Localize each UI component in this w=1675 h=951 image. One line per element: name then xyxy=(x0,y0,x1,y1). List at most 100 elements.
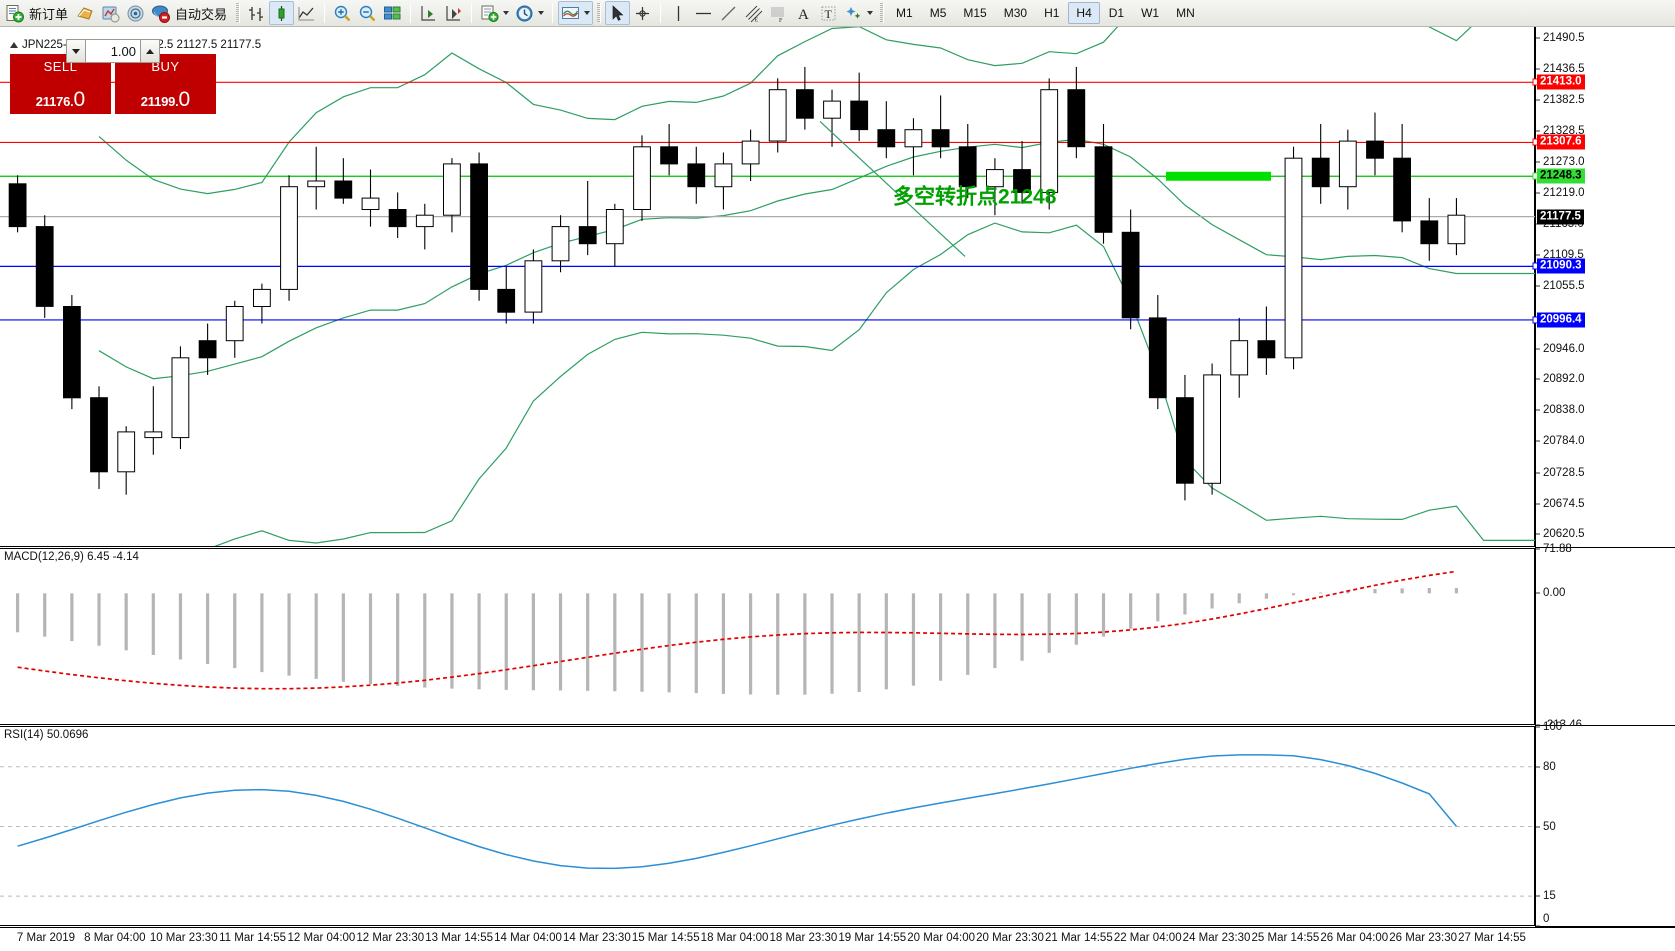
candle[interactable] xyxy=(1067,66,1086,159)
auto-scroll-button[interactable] xyxy=(441,1,466,25)
indicators-button[interactable] xyxy=(558,1,594,25)
candle[interactable] xyxy=(1447,198,1466,256)
vertical-line-button[interactable] xyxy=(666,1,691,25)
price-tag-support[interactable]: 21090.3 xyxy=(1537,258,1585,274)
timeframe-w1-button[interactable]: W1 xyxy=(1141,6,1160,20)
candle[interactable] xyxy=(931,95,950,159)
candle[interactable] xyxy=(1284,146,1303,370)
candle[interactable] xyxy=(280,175,298,301)
candle[interactable] xyxy=(144,386,163,455)
timeframe-h1-button[interactable]: H1 xyxy=(1044,6,1060,20)
candle[interactable] xyxy=(958,123,977,199)
candle[interactable] xyxy=(1257,306,1276,375)
candle[interactable] xyxy=(1230,317,1249,398)
candle[interactable] xyxy=(578,180,597,256)
new-order-button[interactable]: 新订单 xyxy=(2,1,73,25)
macd-pane[interactable]: MACD(12,26,9) 6.45 -4.14 xyxy=(0,548,1535,725)
pivot-highlight-bar[interactable] xyxy=(1166,171,1271,181)
candle[interactable] xyxy=(605,203,624,267)
timeframe-h4-button[interactable]: H4 xyxy=(1068,2,1100,24)
rsi-pane[interactable]: RSI(14) 50.0696 xyxy=(0,726,1535,926)
candle[interactable] xyxy=(307,146,326,210)
price-tag-support[interactable]: 20996.4 xyxy=(1537,312,1585,328)
unknown-chart-button[interactable] xyxy=(73,1,98,25)
text-button[interactable]: T xyxy=(816,1,841,25)
price-tag-resistance[interactable]: 21307.6 xyxy=(1537,134,1585,150)
zoom-in-button[interactable] xyxy=(330,1,355,25)
one-click-trading-panel[interactable]: JPN225-,H4 21155.0 21212.5 21127.5 21177… xyxy=(10,39,261,114)
autotrading-button[interactable]: 自动交易 xyxy=(148,1,232,25)
candle[interactable] xyxy=(1203,363,1221,495)
candle[interactable] xyxy=(524,249,543,324)
candle[interactable] xyxy=(90,386,108,489)
candle[interactable] xyxy=(1121,209,1140,330)
tile-windows-button[interactable] xyxy=(380,1,405,25)
horizontal-line-button[interactable] xyxy=(691,1,716,25)
profile-button[interactable] xyxy=(98,1,123,25)
candle[interactable] xyxy=(470,152,489,301)
price-tag-last-price[interactable]: 21177.5 xyxy=(1537,209,1584,225)
candle[interactable] xyxy=(823,89,841,147)
price-tag-resistance[interactable]: 21413.0 xyxy=(1537,74,1585,90)
candle[interactable] xyxy=(415,203,434,250)
chevron-down-icon[interactable] xyxy=(584,11,591,15)
candle[interactable] xyxy=(741,129,760,181)
bar-chart-button[interactable] xyxy=(244,1,269,25)
timeframe-d1-button[interactable]: D1 xyxy=(1108,6,1125,20)
rsi-scale[interactable]: 100 80 50 15 0 xyxy=(1535,721,1675,927)
candle[interactable] xyxy=(714,152,733,210)
template-button[interactable] xyxy=(477,1,512,25)
candle[interactable] xyxy=(660,123,679,176)
candle[interactable] xyxy=(443,158,461,233)
candle[interactable] xyxy=(8,175,27,233)
candle[interactable] xyxy=(768,78,787,153)
shapes-button[interactable] xyxy=(841,1,876,25)
volume-stepper[interactable]: 1.00 xyxy=(66,39,160,63)
candle[interactable] xyxy=(877,101,896,159)
candle[interactable] xyxy=(796,66,814,130)
candle[interactable] xyxy=(63,295,81,410)
candle[interactable] xyxy=(1366,112,1384,176)
candle[interactable] xyxy=(35,215,54,318)
user-trendline[interactable] xyxy=(819,120,966,257)
fibonacci-button[interactable]: F xyxy=(766,1,791,25)
chevron-down-icon[interactable] xyxy=(867,11,874,15)
timeframe-m15-button[interactable]: M15 xyxy=(963,6,987,20)
collapse-triangle-icon[interactable] xyxy=(10,42,18,48)
trendline-button[interactable] xyxy=(716,1,741,25)
volume-decrement-button[interactable] xyxy=(66,39,86,63)
text-label-button[interactable]: A xyxy=(791,1,816,25)
price-tag-pivot[interactable]: 21248.3 xyxy=(1537,168,1585,184)
timeframe-m5-button[interactable]: M5 xyxy=(929,6,947,20)
crosshair-button[interactable] xyxy=(630,1,655,25)
main-price-pane[interactable]: 多空转折点21248 xyxy=(0,0,1675,579)
equidistant-channel-button[interactable]: E xyxy=(741,1,766,25)
zoom-out-button[interactable] xyxy=(355,1,380,25)
candle[interactable] xyxy=(633,135,651,221)
candle[interactable] xyxy=(1311,123,1330,204)
candle[interactable] xyxy=(850,72,869,142)
candle[interactable] xyxy=(1013,141,1031,204)
candle[interactable] xyxy=(1148,295,1167,410)
candle[interactable] xyxy=(1040,78,1059,210)
candle[interactable] xyxy=(1338,129,1357,210)
candle[interactable] xyxy=(1393,123,1411,233)
candle[interactable] xyxy=(1094,123,1113,244)
candle[interactable] xyxy=(361,169,380,227)
period-button[interactable] xyxy=(512,1,547,25)
sell-button[interactable]: SELL 21176 . 0 xyxy=(10,54,111,114)
candle[interactable] xyxy=(687,146,706,204)
chart-shift-button[interactable] xyxy=(416,1,441,25)
chevron-down-icon[interactable] xyxy=(503,11,510,15)
candle[interactable] xyxy=(198,323,217,375)
cursor-button[interactable] xyxy=(605,1,631,25)
timeframe-m1-button[interactable]: M1 xyxy=(896,6,913,20)
candle[interactable] xyxy=(334,158,353,204)
candle[interactable] xyxy=(117,426,136,495)
candle[interactable] xyxy=(388,192,407,239)
candle[interactable] xyxy=(171,346,190,450)
time-axis[interactable]: 7 Mar 2019 8 Mar 04:00 10 Mar 23:30 11 Mar … xyxy=(0,927,1675,951)
candle[interactable] xyxy=(253,283,271,324)
chevron-down-icon[interactable] xyxy=(538,11,545,15)
macd-scale[interactable]: 71.88 0.00 -213.46 xyxy=(1535,543,1675,731)
